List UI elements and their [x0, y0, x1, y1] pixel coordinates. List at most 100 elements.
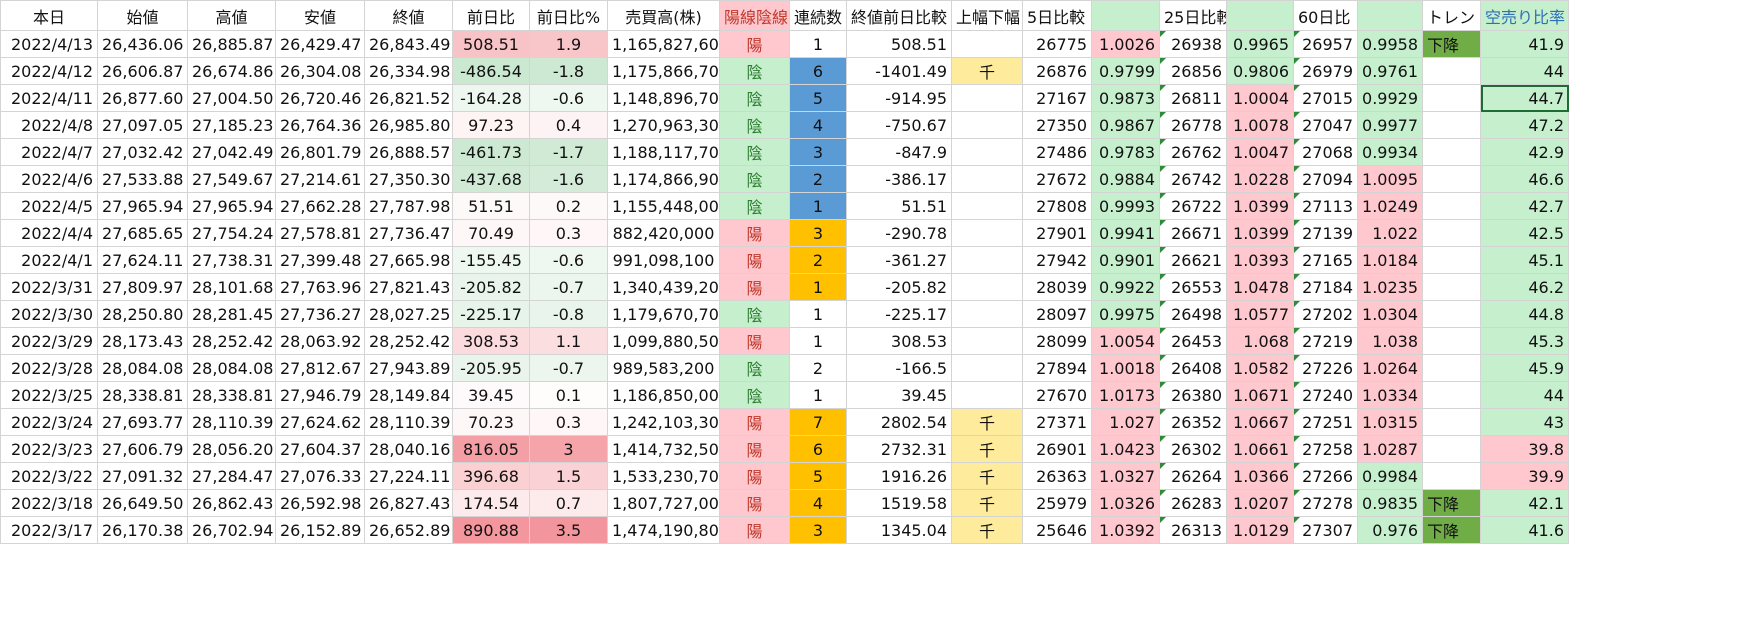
data-row: 2022/3/31 27,809.97 28,101.68 27,763.96 27,8… — [0, 273, 1569, 301]
cell: 6 — [789, 435, 847, 463]
cell: 44 — [1480, 381, 1569, 409]
column-header: 売買高(株) — [607, 0, 720, 31]
cell: 2 — [789, 165, 847, 193]
cell: 1.0264 — [1357, 354, 1423, 382]
cell: 44 — [1480, 57, 1569, 85]
cell: 27015 — [1293, 84, 1358, 112]
cell: 0.3 — [529, 219, 608, 247]
cell: 2022/3/30 — [0, 300, 98, 328]
cell: 0.9799 — [1091, 57, 1160, 85]
cell — [1422, 192, 1481, 220]
cell: -0.7 — [529, 273, 608, 301]
cell: 千 — [951, 489, 1023, 517]
column-header — [1091, 0, 1160, 31]
cell: 陰 — [719, 57, 790, 85]
cell: 991,098,100 — [607, 246, 720, 274]
cell: 1.022 — [1357, 219, 1423, 247]
cell: 1,807,727,000 — [607, 489, 720, 517]
cell: 28,110.39 — [364, 408, 453, 436]
cell: 27167 — [1022, 84, 1092, 112]
cell: 26876 — [1022, 57, 1092, 85]
cell: 41.9 — [1480, 30, 1569, 58]
cell — [1422, 408, 1481, 436]
cell: 27202 — [1293, 300, 1358, 328]
cell: 1 — [789, 273, 847, 301]
cell: 26,702.94 — [187, 516, 276, 544]
cell: 2732.31 — [846, 435, 952, 463]
cell: 27068 — [1293, 138, 1358, 166]
cell: 28,040.16 — [364, 435, 453, 463]
cell: 27901 — [1022, 219, 1092, 247]
cell: 26380 — [1159, 381, 1227, 409]
cell: 27139 — [1293, 219, 1358, 247]
cell: 千 — [951, 57, 1023, 85]
cell: 0.9975 — [1091, 300, 1160, 328]
cell: 26302 — [1159, 435, 1227, 463]
cell: 26,862.43 — [187, 489, 276, 517]
cell — [951, 219, 1023, 247]
cell: 882,420,000 — [607, 219, 720, 247]
data-row: 2022/3/25 28,338.81 28,338.81 27,946.79 28,1… — [0, 381, 1569, 409]
cell: 1.0334 — [1357, 381, 1423, 409]
cell: 2022/4/6 — [0, 165, 98, 193]
cell: 2022/4/11 — [0, 84, 98, 112]
cell: 25646 — [1022, 516, 1092, 544]
cell: 1.0287 — [1357, 435, 1423, 463]
cell: 27,754.24 — [187, 219, 276, 247]
cell: 1519.58 — [846, 489, 952, 517]
cell: 0.9867 — [1091, 111, 1160, 139]
cell — [1422, 219, 1481, 247]
cell: 26,592.98 — [275, 489, 365, 517]
cell: 1.0399 — [1226, 219, 1294, 247]
data-row: 2022/3/18 26,649.50 26,862.43 26,592.98 26,8… — [0, 489, 1569, 517]
cell: 0.9873 — [1091, 84, 1160, 112]
cell: 千 — [951, 516, 1023, 544]
cell: 陽 — [719, 219, 790, 247]
cell: 1.0667 — [1226, 408, 1294, 436]
cell: 1 — [789, 327, 847, 355]
cell: 1.0671 — [1226, 381, 1294, 409]
cell: 26621 — [1159, 246, 1227, 274]
cell: 47.2 — [1480, 111, 1569, 139]
cell — [1422, 246, 1481, 274]
cell: 26352 — [1159, 408, 1227, 436]
cell: 27,399.48 — [275, 246, 365, 274]
cell: 28,110.39 — [187, 408, 276, 436]
column-header: 25日比較 — [1159, 0, 1227, 31]
cell: 26,985.80 — [364, 111, 453, 139]
cell: 0.976 — [1357, 516, 1423, 544]
cell: 26,170.38 — [97, 516, 188, 544]
column-header: 安値 — [275, 0, 365, 31]
cell: 27219 — [1293, 327, 1358, 355]
cell: 42.1 — [1480, 489, 1569, 517]
cell: 27,004.50 — [187, 84, 276, 112]
cell: 26775 — [1022, 30, 1092, 58]
cell: 26313 — [1159, 516, 1227, 544]
cell: 陰 — [719, 165, 790, 193]
cell: 1.0393 — [1226, 246, 1294, 274]
cell: 1.5 — [529, 462, 608, 490]
cell: 1,179,670,700 — [607, 300, 720, 328]
cell: 26,304.08 — [275, 57, 365, 85]
cell: 25979 — [1022, 489, 1092, 517]
cell: 1,474,190,800 — [607, 516, 720, 544]
cell — [1422, 354, 1481, 382]
cell: 2022/3/24 — [0, 408, 98, 436]
cell: -1.7 — [529, 138, 608, 166]
cell: 6 — [789, 57, 847, 85]
cell: 26,649.50 — [97, 489, 188, 517]
cell — [1422, 435, 1481, 463]
cell: 1,533,230,700 — [607, 462, 720, 490]
cell — [1422, 273, 1481, 301]
header-row: 本日 始値 高値 安値 終値 前日比 前日比% 売買高(株) 陽線陰線 連続数 終値前日比較 上幅下幅… — [0, 0, 1569, 31]
cell: 0.9884 — [1091, 165, 1160, 193]
cell: -0.8 — [529, 300, 608, 328]
cell: 27,809.97 — [97, 273, 188, 301]
cell: 816.05 — [452, 435, 530, 463]
cell: 3.5 — [529, 516, 608, 544]
cell: 28,252.42 — [187, 327, 276, 355]
cell: 45.3 — [1480, 327, 1569, 355]
cell — [951, 246, 1023, 274]
cell: 下降 — [1422, 516, 1481, 544]
cell — [1422, 300, 1481, 328]
